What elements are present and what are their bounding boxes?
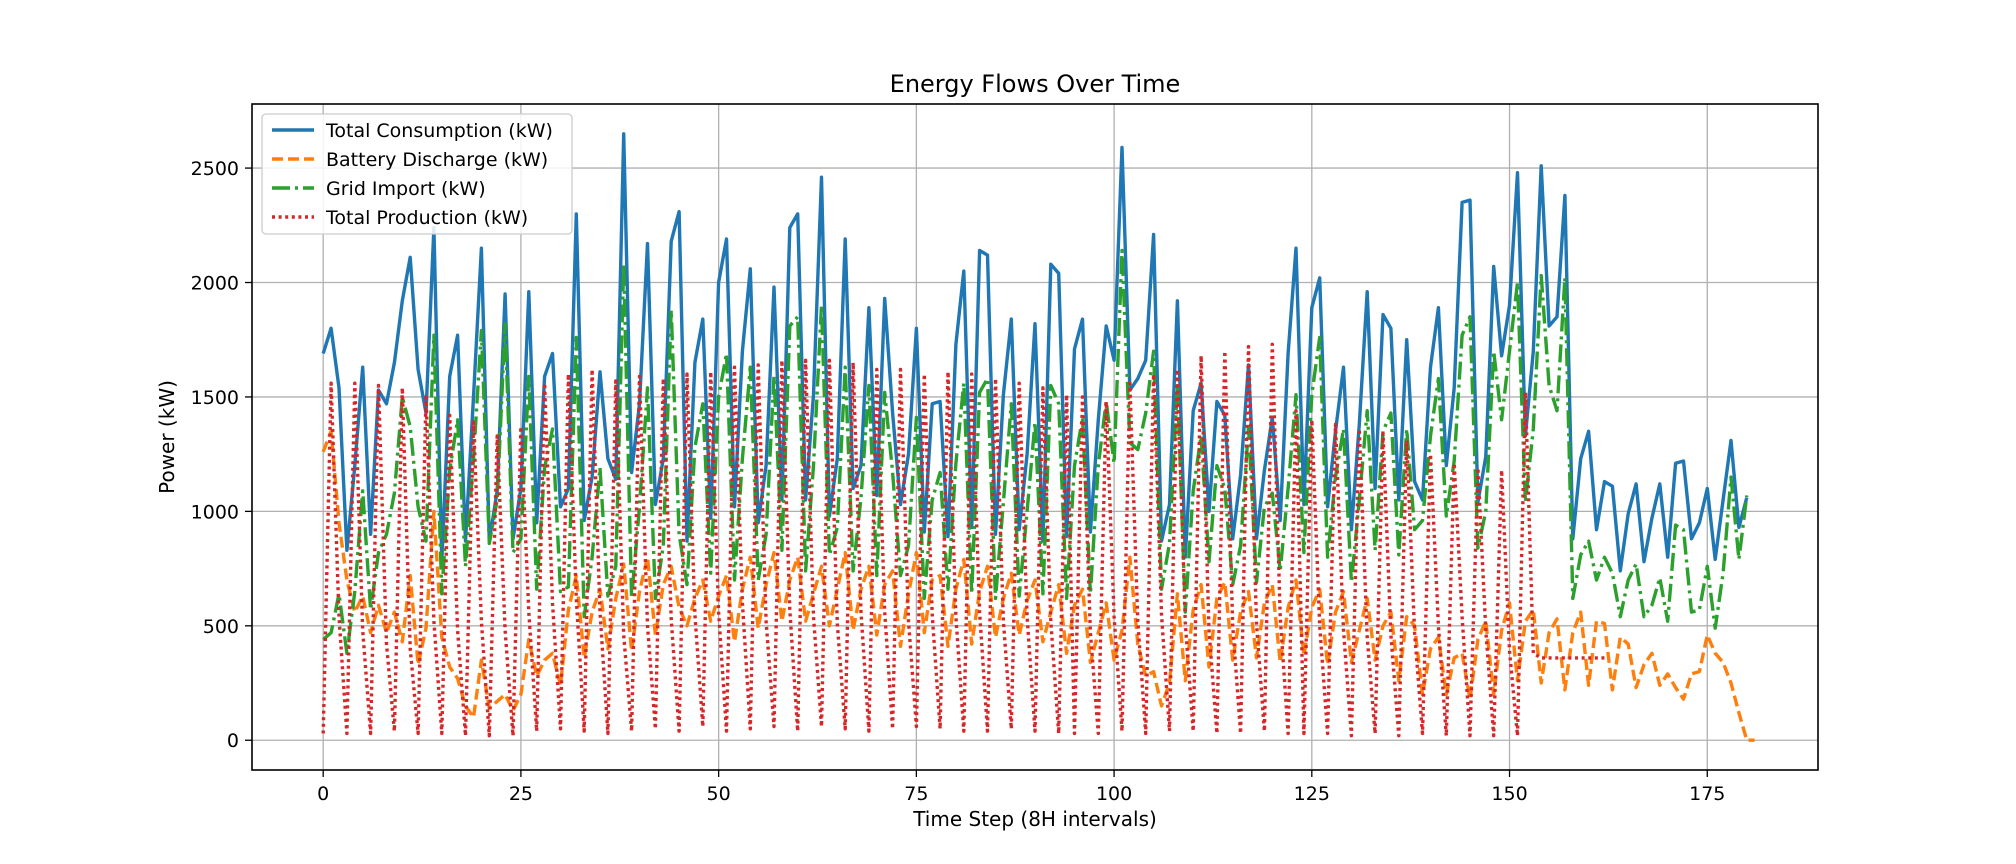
legend-label: Total Consumption (kW) [325,120,553,142]
x-axis-label: Time Step (8H intervals) [912,807,1157,831]
series-line-4 [321,342,1605,738]
x-tick-label: 75 [904,783,928,805]
x-tick-label: 0 [317,783,329,805]
x-tick-label: 125 [1294,783,1330,805]
series-line-1 [321,132,1749,573]
plot-frame [251,103,1819,771]
y-tick-label: 0 [227,730,239,752]
x-tick-label: 100 [1096,783,1132,805]
x-tick-label: 25 [509,783,533,805]
chart-title: Energy Flows Over Time [890,70,1181,98]
series-line-3 [322,248,1749,655]
legend-box [261,113,573,235]
x-axis-ticks: 0 25 50 75 100 125 150 175 [317,770,1725,805]
y-axis-label: Power (kW) [155,380,179,494]
y-tick-label: 500 [203,616,239,638]
series-lines [321,132,1755,742]
y-axis-ticks: 0 500 1000 1500 2000 2500 [191,158,252,752]
y-tick-label: 1000 [191,501,239,523]
y-tick-label: 2000 [191,273,239,295]
x-tick-label: 175 [1689,783,1725,805]
legend-label: Total Production (kW) [325,207,528,229]
x-tick-label: 150 [1491,783,1527,805]
x-tick-label: 50 [707,783,731,805]
y-tick-label: 1500 [191,387,239,409]
legend-label: Grid Import (kW) [326,178,486,200]
legend-label: Battery Discharge (kW) [326,149,548,171]
y-tick-label: 2500 [191,158,239,180]
legend: Total Consumption (kW) Battery Discharge … [261,113,573,235]
